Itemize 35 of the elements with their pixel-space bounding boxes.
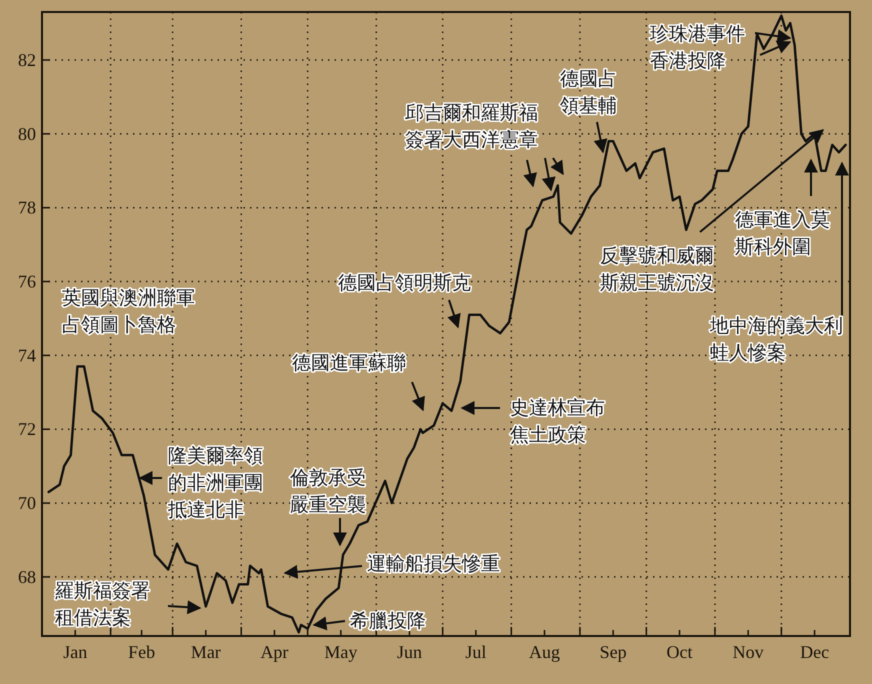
x-tick-label: Jun [396,642,422,662]
annotation: 德國占領基輔 [560,68,617,117]
annotation: 運輸船損失慘重 [367,553,500,575]
y-tick-label: 80 [18,124,36,144]
y-tick-label: 74 [18,345,36,366]
y-tick-label: 82 [18,50,36,70]
annotation: 英國與澳洲聯軍占領圖卜魯格 [62,287,195,336]
annotation: 德軍進入莫斯科外圍 [735,209,830,258]
annotation: 邱吉爾和羅斯福簽署大西洋憲章 [405,102,538,151]
y-tick-label: 76 [18,272,36,292]
x-tick-label: Dec [800,642,830,662]
annotation: 史達林宣布焦土政策 [510,397,605,446]
y-tick-label: 68 [18,566,36,587]
x-tick-label: Jul [465,642,486,662]
y-tick-label: 72 [18,419,36,440]
annotation: 倫敦承受嚴重空襲 [290,467,366,516]
annotation: 希臘投降 [350,610,426,632]
annotation: 地中海的義大利蛙人慘案 [710,315,843,364]
y-tick-label: 70 [18,493,36,514]
x-tick-label: Aug [529,642,560,662]
annotation: 隆美爾率領的非洲軍團抵達北非 [168,445,263,521]
annotation: 德國占領明斯克 [338,272,471,294]
annotation: 珍珠港事件香港投降 [650,23,745,72]
annotation: 德國進軍蘇聯 [292,352,406,374]
x-tick-label: Sep [600,642,627,662]
annotation: 羅斯福簽署租借法案 [55,580,150,629]
x-tick-label: Feb [128,642,156,662]
y-tick-label: 78 [18,198,36,218]
x-tick-label: Mar [190,642,221,662]
x-tick-label: Nov [732,642,764,662]
x-tick-label: Jan [63,642,88,662]
x-tick-label: Oct [666,642,693,662]
annotation: 反擊號和威爾斯親王號沉沒 [600,245,714,294]
x-tick-label: May [324,642,358,662]
x-tick-label: Apr [260,642,288,662]
